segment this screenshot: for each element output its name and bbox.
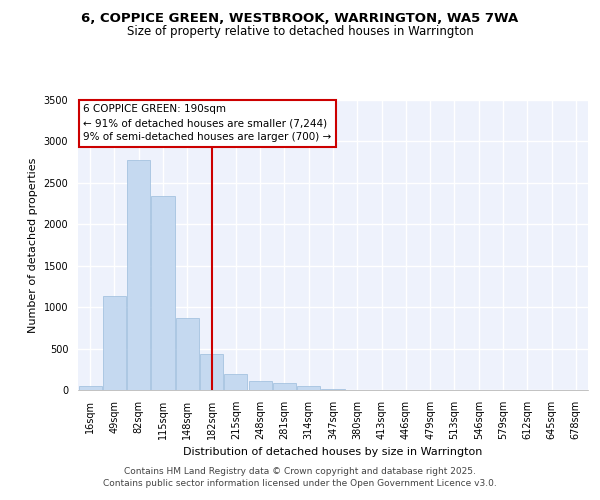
Text: Contains HM Land Registry data © Crown copyright and database right 2025.
Contai: Contains HM Land Registry data © Crown c… <box>103 466 497 487</box>
Bar <box>297 386 320 390</box>
Text: 6 COPPICE GREEN: 190sqm
← 91% of detached houses are smaller (7,244)
9% of semi-: 6 COPPICE GREEN: 190sqm ← 91% of detache… <box>83 104 331 142</box>
Bar <box>103 296 126 390</box>
Bar <box>200 354 223 390</box>
Bar <box>176 318 199 390</box>
Bar <box>322 389 344 390</box>
Bar <box>273 382 296 390</box>
Text: 6, COPPICE GREEN, WESTBROOK, WARRINGTON, WA5 7WA: 6, COPPICE GREEN, WESTBROOK, WARRINGTON,… <box>82 12 518 26</box>
Bar <box>151 196 175 390</box>
Bar <box>79 386 101 390</box>
Y-axis label: Number of detached properties: Number of detached properties <box>28 158 38 332</box>
Bar <box>127 160 150 390</box>
X-axis label: Distribution of detached houses by size in Warrington: Distribution of detached houses by size … <box>184 448 482 458</box>
Bar <box>224 374 247 390</box>
Text: Size of property relative to detached houses in Warrington: Size of property relative to detached ho… <box>127 25 473 38</box>
Bar <box>248 381 272 390</box>
